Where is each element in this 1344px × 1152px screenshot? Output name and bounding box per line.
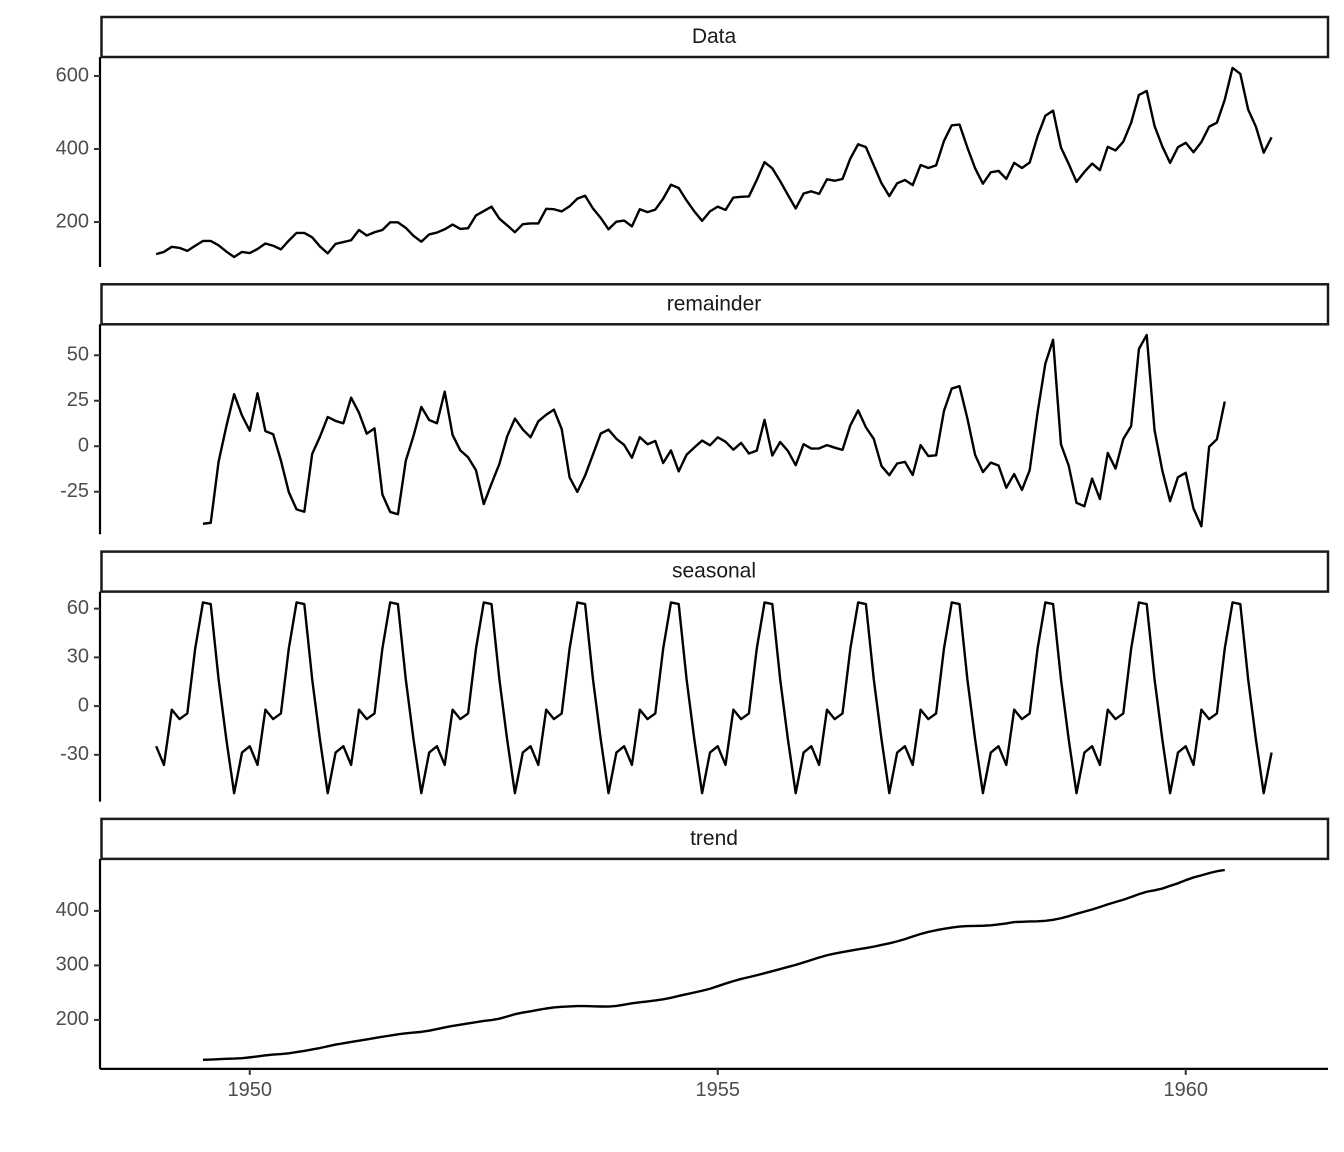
series-line xyxy=(155,66,1273,259)
y-tick-label: 200 xyxy=(56,1008,89,1030)
y-tick-label: 200 xyxy=(56,210,89,232)
series-line xyxy=(202,333,1226,528)
y-tick-label: 600 xyxy=(56,64,89,86)
y-tick-label: 25 xyxy=(67,389,89,411)
y-tick-label: 0 xyxy=(78,435,89,457)
x-tick-label: 1955 xyxy=(695,1079,740,1101)
x-tick-label: 1950 xyxy=(228,1079,273,1101)
y-tick-label: 0 xyxy=(78,694,89,716)
x-tick-label: 1960 xyxy=(1163,1079,1208,1101)
strip-label: Data xyxy=(692,25,737,48)
y-tick-label: -30 xyxy=(60,743,89,765)
y-tick-label: 400 xyxy=(56,137,89,159)
y-tick-label: 50 xyxy=(67,344,89,366)
strip xyxy=(100,550,1330,593)
strip-label: remainder xyxy=(667,292,762,315)
y-tick-label: -25 xyxy=(60,480,89,502)
series-line xyxy=(202,868,1225,1061)
strip-label: trend xyxy=(690,827,738,850)
y-tick-label: 30 xyxy=(67,646,89,668)
strip xyxy=(100,283,1330,326)
strip-label: seasonal xyxy=(672,560,756,583)
strip xyxy=(100,817,1330,861)
strip xyxy=(100,15,1330,59)
series-line xyxy=(155,601,1273,795)
y-tick-label: 300 xyxy=(56,954,89,976)
y-tick-label: 60 xyxy=(67,597,89,619)
y-tick-label: 400 xyxy=(56,899,89,921)
